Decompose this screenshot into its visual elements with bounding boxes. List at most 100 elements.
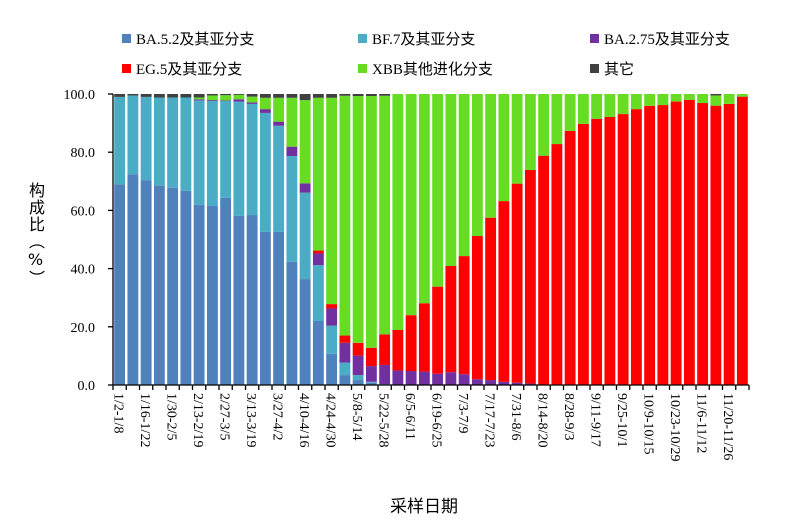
bar-segment-5 bbox=[312, 94, 324, 98]
bar-segment-5 bbox=[259, 94, 271, 98]
x-tick-label: 5/8-5/14 bbox=[349, 393, 364, 440]
bar-segment-3 bbox=[697, 103, 709, 385]
bar-segment-4 bbox=[670, 94, 682, 102]
bar-segment-4 bbox=[273, 97, 285, 122]
bar-segment-3 bbox=[312, 250, 324, 254]
bar-segment-2 bbox=[206, 100, 218, 101]
bar-segment-0 bbox=[127, 174, 139, 385]
bar-segment-3 bbox=[524, 169, 536, 384]
bar-segment-5 bbox=[153, 94, 165, 98]
x-tick-label: 1/2-1/8 bbox=[111, 393, 126, 433]
legend-item: 其它 bbox=[590, 58, 634, 79]
bar-segment-3 bbox=[405, 315, 417, 372]
bar-segment-5 bbox=[233, 94, 245, 95]
x-tick-label: 10/23-10/29 bbox=[667, 393, 682, 461]
legend-item: BA.5.2及其亚分支 bbox=[122, 28, 254, 49]
bar-segment-2 bbox=[458, 374, 470, 385]
bar-segment-4 bbox=[246, 96, 258, 103]
bar-segment-5 bbox=[299, 94, 311, 101]
bar-segment-1 bbox=[233, 101, 245, 216]
legend-swatch bbox=[590, 64, 599, 73]
bar-segment-3 bbox=[630, 109, 642, 385]
bar-segment-4 bbox=[524, 94, 536, 170]
bar-segment-2 bbox=[445, 372, 457, 385]
bar-segment-3 bbox=[511, 183, 523, 383]
x-tick-label: 9/25-10/1 bbox=[614, 393, 629, 447]
bar-segment-5 bbox=[286, 94, 298, 98]
bar-segment-2 bbox=[432, 373, 444, 385]
bar-segment-5 bbox=[167, 94, 179, 98]
bar-segment-5 bbox=[710, 94, 722, 96]
x-tick-label: 1/16-1/22 bbox=[137, 393, 152, 447]
x-tick-label: 6/5-6/11 bbox=[402, 393, 417, 440]
bar-segment-1 bbox=[273, 125, 285, 232]
bar-segment-4 bbox=[697, 94, 709, 104]
bar-segment-4 bbox=[405, 94, 417, 316]
bar-segment-4 bbox=[604, 94, 616, 117]
bar-segment-1 bbox=[114, 96, 126, 185]
bar-segment-3 bbox=[471, 236, 483, 380]
bar-segment-5 bbox=[326, 94, 338, 98]
bar-segment-5 bbox=[140, 94, 152, 97]
bar-segment-4 bbox=[432, 94, 444, 287]
bar-segment-1 bbox=[206, 100, 218, 207]
bar-segment-2 bbox=[220, 100, 232, 101]
legend-item: EG.5及其亚分支 bbox=[122, 58, 242, 79]
y-tick-label: 60.0 bbox=[71, 204, 96, 219]
bar-segment-3 bbox=[551, 144, 563, 385]
bar-segment-3 bbox=[670, 101, 682, 385]
bar-segment-4 bbox=[644, 94, 656, 106]
bar-segment-2 bbox=[365, 366, 377, 382]
bar-segment-3 bbox=[418, 303, 430, 372]
bar-segment-5 bbox=[339, 94, 351, 96]
legend-swatch bbox=[122, 64, 131, 73]
bar-segment-0 bbox=[286, 261, 298, 385]
bar-segment-1 bbox=[259, 112, 271, 232]
bar-segment-5 bbox=[220, 94, 232, 96]
legend-label: BA.5.2及其亚分支 bbox=[136, 32, 255, 48]
bar-segment-3 bbox=[538, 155, 550, 385]
x-tick-label: 8/14-8/20 bbox=[535, 393, 550, 447]
bar-segment-4 bbox=[498, 94, 510, 202]
bar-segment-4 bbox=[299, 100, 311, 184]
bar-segment-1 bbox=[153, 97, 165, 186]
bar-segment-4 bbox=[286, 97, 298, 147]
legend-label: 其它 bbox=[604, 62, 635, 78]
bar-segment-4 bbox=[485, 94, 497, 218]
x-tick-label: 5/22-5/28 bbox=[376, 393, 391, 447]
bar-segment-4 bbox=[193, 97, 205, 100]
bar-segment-2 bbox=[233, 99, 245, 102]
legend-label: BA.2.75及其亚分支 bbox=[604, 32, 730, 48]
bar-segment-4 bbox=[577, 94, 589, 124]
legend-item: BA.2.75及其亚分支 bbox=[590, 28, 730, 49]
bar-segment-4 bbox=[312, 97, 324, 251]
bar-segment-1 bbox=[220, 100, 232, 198]
bar-segment-4 bbox=[657, 94, 669, 106]
bar-segment-2 bbox=[299, 183, 311, 193]
bar-segment-4 bbox=[259, 97, 271, 110]
bar-segment-0 bbox=[365, 382, 377, 385]
bar-segment-4 bbox=[736, 94, 748, 97]
bar-segment-2 bbox=[405, 371, 417, 385]
bar-segment-2 bbox=[312, 253, 324, 266]
bar-segment-2 bbox=[471, 379, 483, 385]
bar-segment-3 bbox=[683, 99, 695, 385]
bar-segment-3 bbox=[723, 103, 735, 386]
bar-segment-3 bbox=[365, 347, 377, 367]
bar-segment-2 bbox=[273, 121, 285, 126]
x-tick-label: 4/10-4/16 bbox=[296, 393, 311, 447]
bar-segment-4 bbox=[683, 94, 695, 100]
bar-segment-3 bbox=[352, 342, 364, 356]
bar-segment-4 bbox=[326, 97, 338, 305]
bar-segment-5 bbox=[114, 94, 126, 97]
bar-segment-3 bbox=[577, 123, 589, 386]
legend-item: XBB其他进化分支 bbox=[358, 58, 493, 79]
bar-segment-0 bbox=[114, 184, 126, 385]
bar-segment-3 bbox=[445, 265, 457, 373]
bar-segment-2 bbox=[193, 99, 205, 101]
bar-segment-3 bbox=[485, 217, 497, 381]
y-tick-label: 100.0 bbox=[64, 88, 96, 103]
x-tick-label: 7/31-8/6 bbox=[508, 393, 523, 440]
bar-segment-4 bbox=[564, 94, 576, 131]
